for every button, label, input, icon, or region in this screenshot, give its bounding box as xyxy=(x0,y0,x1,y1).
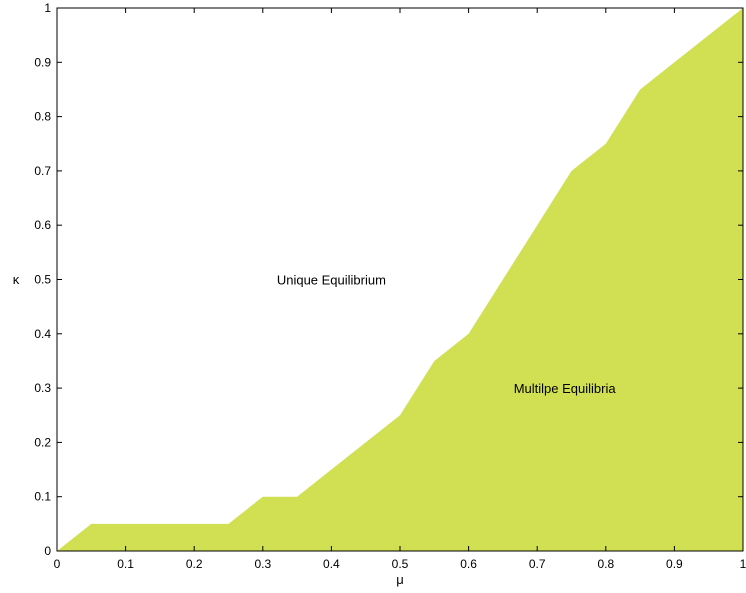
x-tick-label: 0.5 xyxy=(392,557,409,571)
multiple-equilibria-region xyxy=(57,8,743,551)
plot-frame xyxy=(56,7,744,552)
y-tick-label: 0.1 xyxy=(34,490,51,504)
y-tick-label: 0.7 xyxy=(34,164,51,178)
y-tick-label: 0.4 xyxy=(34,327,51,341)
x-axis-ticks: 0 0.1 0.2 0.3 0.4 0.5 0.6 0.7 0.8 0.9 1 xyxy=(54,8,746,571)
y-tick-label: 0.3 xyxy=(34,381,51,395)
y-axis-ticks: 0 0.1 0.2 0.3 0.4 0.5 0.6 0.7 0.8 0.9 1 xyxy=(34,1,743,558)
annotation-multiple-equilibria: Multilpe Equilibria xyxy=(514,381,617,396)
y-axis-label: κ xyxy=(13,272,20,287)
x-tick-label: 0.9 xyxy=(666,557,683,571)
x-tick-label: 0.3 xyxy=(254,557,271,571)
y-tick-label: 0 xyxy=(44,544,51,558)
y-tick-label: 0.8 xyxy=(34,110,51,124)
y-tick-label: 0.6 xyxy=(34,218,51,232)
x-tick-label: 0.4 xyxy=(323,557,340,571)
x-tick-label: 1 xyxy=(740,557,746,571)
x-tick-label: 0.8 xyxy=(597,557,614,571)
x-tick-label: 0 xyxy=(54,557,61,571)
x-tick-label: 0.6 xyxy=(460,557,477,571)
y-tick-label: 0.2 xyxy=(34,435,51,449)
x-axis-label: μ xyxy=(396,572,404,587)
x-tick-label: 0.7 xyxy=(529,557,546,571)
y-tick-label: 0.9 xyxy=(34,55,51,69)
y-tick-label: 1 xyxy=(44,1,51,15)
y-tick-label: 0.5 xyxy=(34,273,51,287)
annotation-unique-equilibrium: Unique Equilibrium xyxy=(277,273,386,288)
x-tick-label: 0.2 xyxy=(186,557,203,571)
x-tick-label: 0.1 xyxy=(117,557,134,571)
